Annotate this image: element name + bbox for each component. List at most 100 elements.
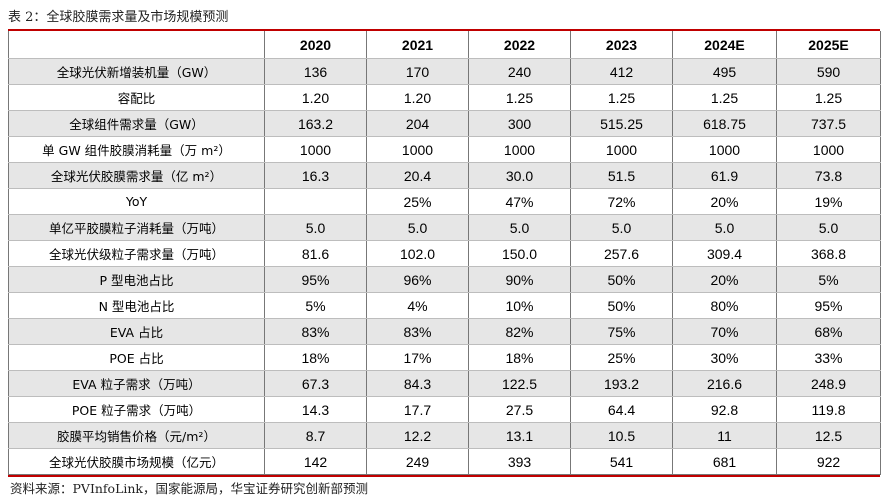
table-cell: 1000 — [264, 136, 367, 163]
table-cell: 67.3 — [264, 370, 367, 397]
table-row: 全球光伏新增装机量（GW） 136 170 240 412 495 590 — [8, 58, 881, 85]
table-cell: 5.0 — [264, 214, 367, 241]
row-label: POE 占比 — [8, 344, 265, 371]
table-row: YoY 25% 47% 72% 20% 19% — [8, 188, 881, 215]
table-row: 全球光伏胶膜需求量（亿 m²） 16.3 20.4 30.0 51.5 61.9 73.8 — [8, 162, 881, 189]
row-label: P 型电池占比 — [8, 266, 265, 293]
table-row: 全球光伏级粒子需求量（万吨） 81.6 102.0 150.0 257.6 309.4 36… — [8, 240, 881, 267]
header-col-2020: 2020 — [264, 31, 367, 59]
table-cell: 249 — [366, 448, 469, 475]
bottom-rule — [8, 475, 880, 477]
row-label: YoY — [8, 188, 265, 215]
table-row: 容配比 1.20 1.20 1.25 1.25 1.25 1.25 — [8, 84, 881, 111]
table-cell: 136 — [264, 58, 367, 85]
table-row: N 型电池占比 5% 4% 10% 50% 80% 95% — [8, 292, 881, 319]
table-caption: 表 2：全球胶膜需求量及市场规模预测 — [8, 10, 229, 25]
table-cell: 25% — [366, 188, 469, 215]
table-cell: 30.0 — [468, 162, 571, 189]
table-cell: 12.5 — [776, 422, 881, 449]
table-cell: 18% — [264, 344, 367, 371]
table-cell: 50% — [570, 266, 673, 293]
table-cell: 216.6 — [672, 370, 777, 397]
table-cell: 80% — [672, 292, 777, 319]
table-cell: 11 — [672, 422, 777, 449]
table-cell: 17% — [366, 344, 469, 371]
table-cell: 16.3 — [264, 162, 367, 189]
table-cell — [264, 188, 367, 215]
table-cell: 18% — [468, 344, 571, 371]
table-cell: 13.1 — [468, 422, 571, 449]
table-cell: 1.25 — [776, 84, 881, 111]
table-row: 胶膜平均销售价格（元/m²） 8.7 12.2 13.1 10.5 11 12.5 — [8, 422, 881, 449]
row-label: 单亿平胶膜粒子消耗量（万吨） — [8, 214, 265, 241]
table-cell: 81.6 — [264, 240, 367, 267]
table-cell: 72% — [570, 188, 673, 215]
table-cell: 681 — [672, 448, 777, 475]
row-label: EVA 粒子需求（万吨） — [8, 370, 265, 397]
table-cell: 618.75 — [672, 110, 777, 137]
source-note: 资料来源：PVInfoLink，国家能源局，华宝证券研究创新部预测 — [10, 481, 369, 496]
table-cell: 1.20 — [366, 84, 469, 111]
table-row: EVA 粒子需求（万吨） 67.3 84.3 122.5 193.2 216.6 248.9 — [8, 370, 881, 397]
table-cell: 150.0 — [468, 240, 571, 267]
table-cell: 20.4 — [366, 162, 469, 189]
row-label: 容配比 — [8, 84, 265, 111]
table-row: POE 占比 18% 17% 18% 25% 30% 33% — [8, 344, 881, 371]
table-cell: 14.3 — [264, 396, 367, 423]
table-row: POE 粒子需求（万吨） 14.3 17.7 27.5 64.4 92.8 119.8 — [8, 396, 881, 423]
table-cell: 122.5 — [468, 370, 571, 397]
table-cell: 82% — [468, 318, 571, 345]
table-cell: 541 — [570, 448, 673, 475]
table-cell: 5.0 — [570, 214, 673, 241]
table-cell: 248.9 — [776, 370, 881, 397]
table-cell: 590 — [776, 58, 881, 85]
table-cell: 95% — [776, 292, 881, 319]
row-label: 全球光伏级粒子需求量（万吨） — [8, 240, 265, 267]
table-cell: 64.4 — [570, 396, 673, 423]
table-cell: 1000 — [468, 136, 571, 163]
header-col-2021: 2021 — [366, 31, 469, 59]
table-cell: 193.2 — [570, 370, 673, 397]
table-cell: 1000 — [672, 136, 777, 163]
forecast-table: 2020 2021 2022 2023 2024E 2025E 全球光伏新增装机… — [8, 31, 881, 475]
table-cell: 515.25 — [570, 110, 673, 137]
table-cell: 83% — [264, 318, 367, 345]
row-label: 全球光伏胶膜需求量（亿 m²） — [8, 162, 265, 189]
table-cell: 17.7 — [366, 396, 469, 423]
table-cell: 30% — [672, 344, 777, 371]
table-cell: 300 — [468, 110, 571, 137]
table-cell: 47% — [468, 188, 571, 215]
row-label: 全球光伏新增装机量（GW） — [8, 58, 265, 85]
table-cell: 12.2 — [366, 422, 469, 449]
table-cell: 92.8 — [672, 396, 777, 423]
header-col-2023: 2023 — [570, 31, 673, 59]
table-cell: 75% — [570, 318, 673, 345]
table-cell: 119.8 — [776, 396, 881, 423]
header-col-2025e: 2025E — [776, 31, 881, 59]
table-cell: 922 — [776, 448, 881, 475]
table-row: 全球光伏胶膜市场规模（亿元） 142 249 393 541 681 922 — [8, 448, 881, 475]
table-cell: 495 — [672, 58, 777, 85]
table-cell: 5% — [776, 266, 881, 293]
table-cell: 309.4 — [672, 240, 777, 267]
table-cell: 90% — [468, 266, 571, 293]
table-cell: 5.0 — [366, 214, 469, 241]
table-cell: 204 — [366, 110, 469, 137]
row-label: 胶膜平均销售价格（元/m²） — [8, 422, 265, 449]
table-cell: 1000 — [570, 136, 673, 163]
table-cell: 8.7 — [264, 422, 367, 449]
row-label: 全球光伏胶膜市场规模（亿元） — [8, 448, 265, 475]
table-cell: 20% — [672, 266, 777, 293]
table-row: EVA 占比 83% 83% 82% 75% 70% 68% — [8, 318, 881, 345]
table-cell: 73.8 — [776, 162, 881, 189]
row-label: 全球组件需求量（GW） — [8, 110, 265, 137]
header-row: 2020 2021 2022 2023 2024E 2025E — [8, 31, 881, 59]
table-cell: 19% — [776, 188, 881, 215]
table-cell: 240 — [468, 58, 571, 85]
table-cell: 737.5 — [776, 110, 881, 137]
table-cell: 170 — [366, 58, 469, 85]
table-cell: 50% — [570, 292, 673, 319]
table-cell: 1000 — [366, 136, 469, 163]
table-cell: 142 — [264, 448, 367, 475]
table-cell: 393 — [468, 448, 571, 475]
